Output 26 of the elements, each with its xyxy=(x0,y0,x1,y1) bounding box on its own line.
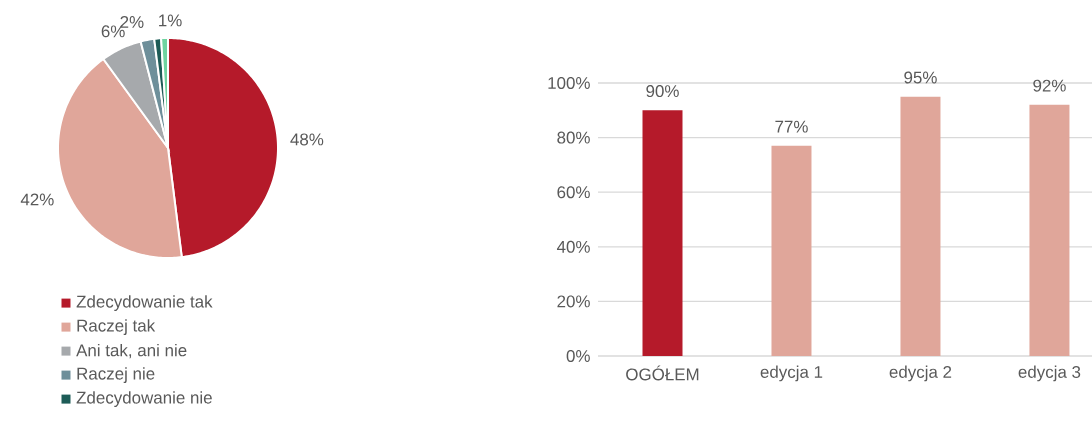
legend-label: Ani tak, ani nie xyxy=(76,343,187,359)
y-tick-label: 60% xyxy=(557,186,590,199)
legend-label: Raczej nie xyxy=(77,367,155,383)
y-tick-label: 100% xyxy=(548,77,590,89)
y-tick-label: 80% xyxy=(557,131,590,144)
bar xyxy=(771,145,812,356)
data-label: 95% xyxy=(904,71,937,84)
y-tick-label: 20% xyxy=(557,295,590,308)
data-label: 48% xyxy=(290,133,324,146)
bar xyxy=(1029,104,1070,356)
legend-label: Zdecydowanie nie xyxy=(76,391,212,407)
data-label: 77% xyxy=(775,120,808,133)
data-label: 1% xyxy=(159,14,182,27)
bar xyxy=(642,110,683,356)
legend-label: Zdecydowanie tak xyxy=(76,295,213,311)
x-tick-label: edycja 2 xyxy=(889,365,952,382)
y-tick-label: 40% xyxy=(556,240,590,253)
x-tick-label: edycja 1 xyxy=(760,365,823,382)
data-label: 42% xyxy=(20,193,54,206)
data-label: 92% xyxy=(1033,79,1066,92)
x-tick-label: edycja 3 xyxy=(1018,365,1081,382)
legend-label: Raczej tak xyxy=(77,319,156,335)
bar xyxy=(900,96,941,356)
x-tick-label: OGÓŁEM xyxy=(626,365,699,381)
y-tick-label: 0% xyxy=(566,350,590,362)
data-label: 90% xyxy=(646,85,679,98)
